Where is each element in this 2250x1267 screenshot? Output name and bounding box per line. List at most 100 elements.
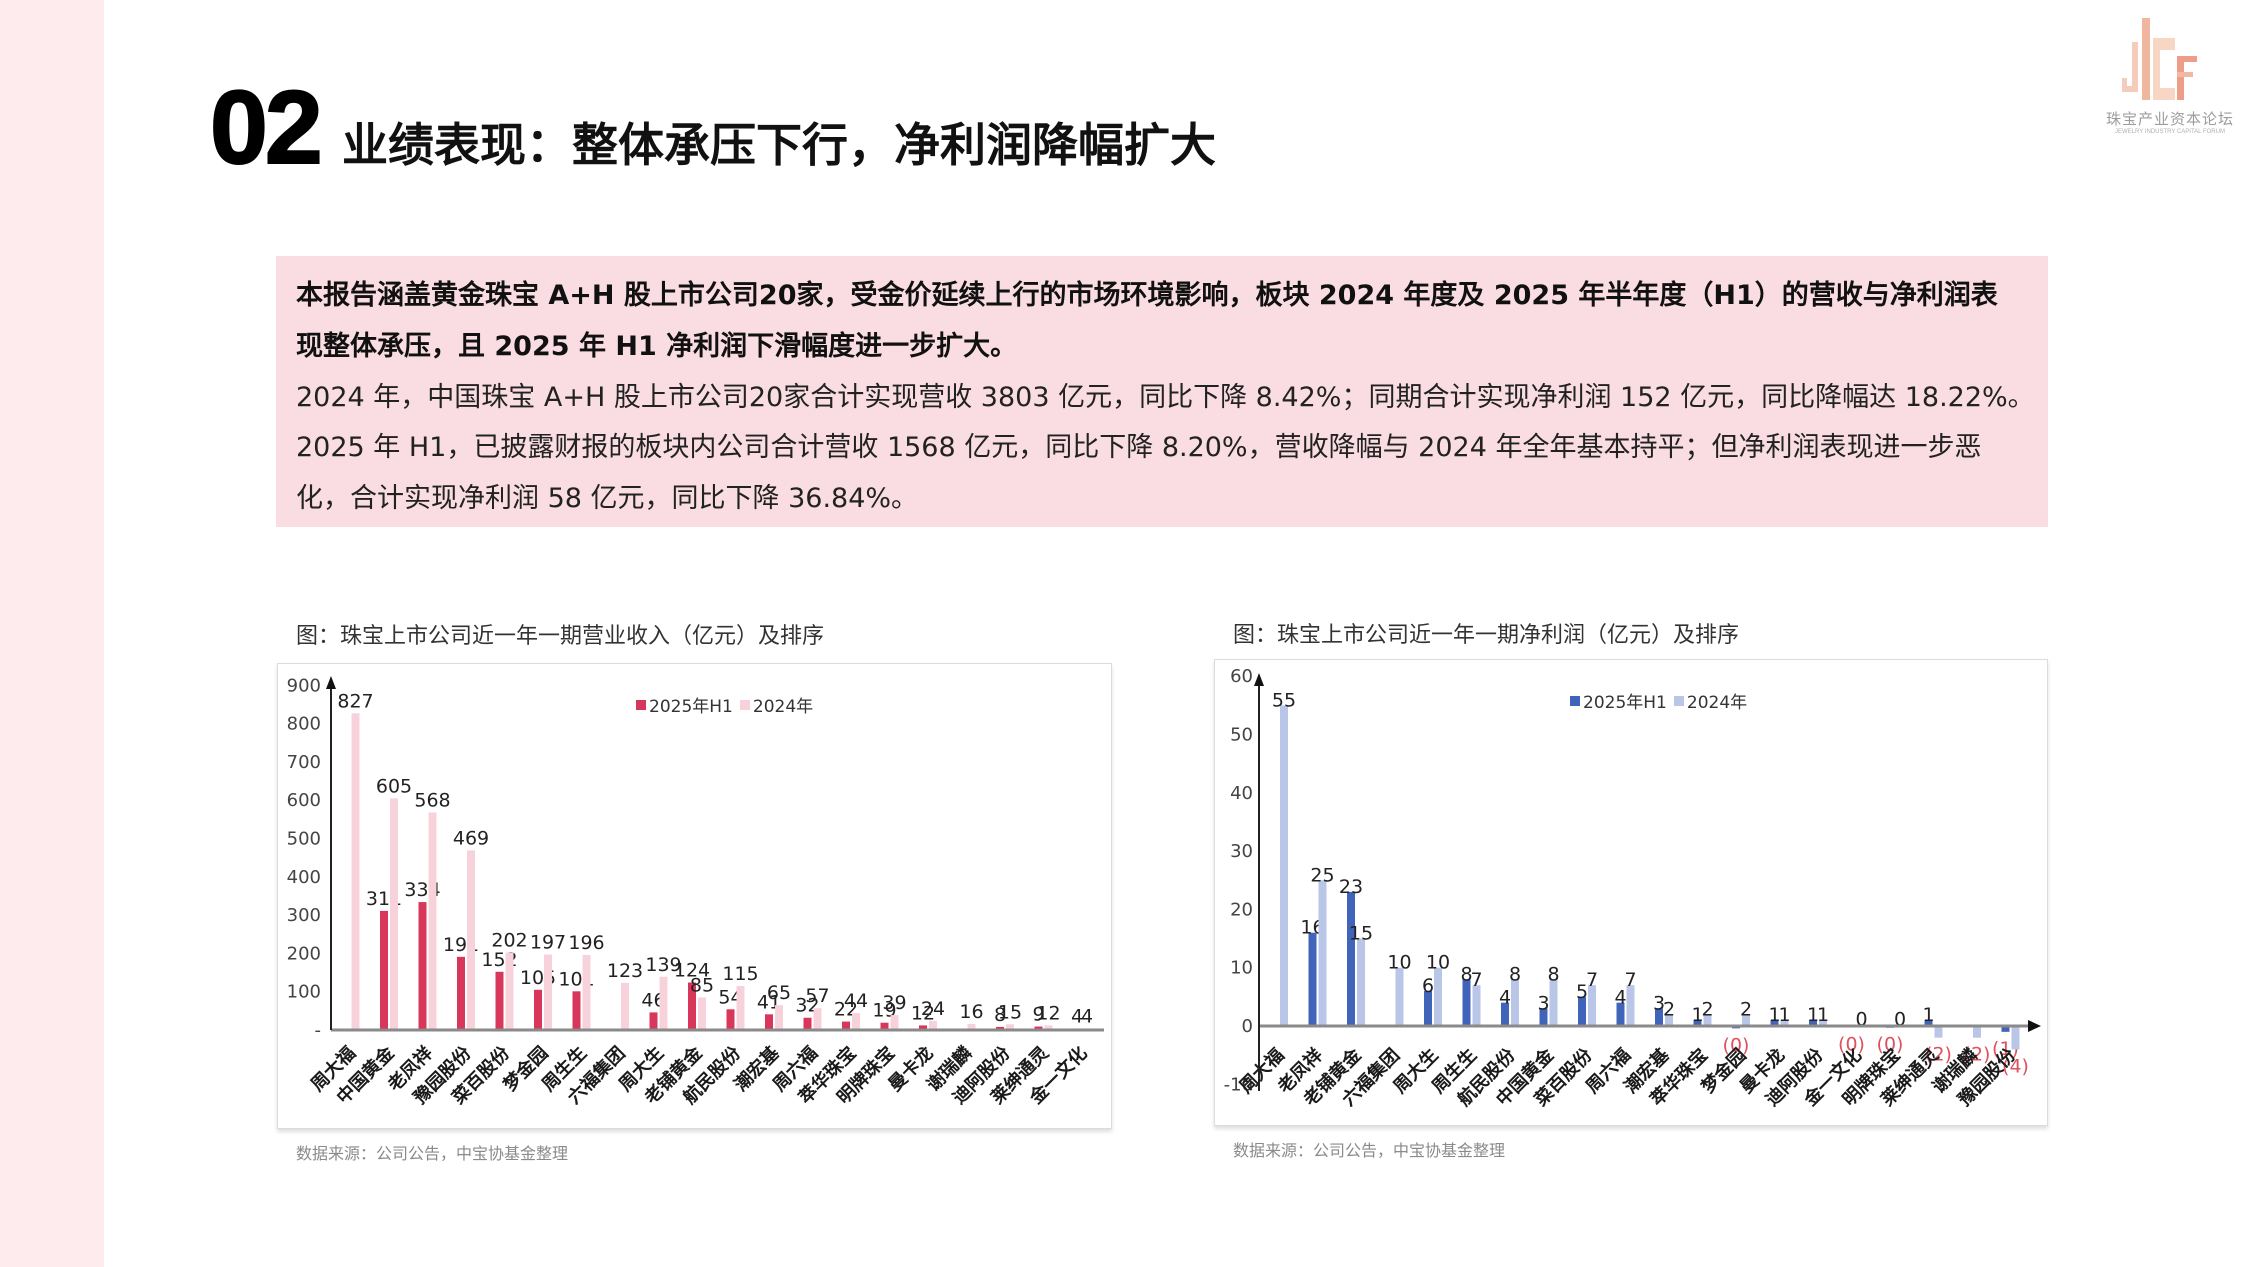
bar-2024 <box>1588 985 1596 1026</box>
bar-2024 <box>1434 967 1442 1026</box>
y-tick-label: 100 <box>287 982 321 1003</box>
data-label: 3 <box>1537 993 1549 1015</box>
data-label: 2 <box>1701 998 1713 1020</box>
y-axis-arrow-icon <box>1254 673 1264 686</box>
bar-2025h1 <box>418 902 427 1030</box>
bar-2024 <box>929 1020 937 1030</box>
legend-entry-2024: 2024年 <box>739 692 813 717</box>
bar-2024 <box>1395 967 1404 1026</box>
data-label: 39 <box>882 992 906 1014</box>
data-label: 568 <box>414 789 450 811</box>
summary-line-2: 现整体承压，且 2025 年 H1 净利润下滑幅度进一步扩大。 <box>296 330 1018 362</box>
bar-2025h1 <box>996 1026 1004 1030</box>
y-tick-label: 40 <box>1230 783 1253 804</box>
summary-line-4: 2025 年 H1，已披露财报的板块内公司合计营收 1568 亿元，同比下降 8… <box>296 432 1982 464</box>
bar-2025h1 <box>842 1021 850 1030</box>
bar-2024 <box>1549 979 1558 1026</box>
data-label: 23 <box>1339 876 1363 898</box>
y-tick-label: 700 <box>287 752 321 773</box>
data-label: 24 <box>921 998 945 1020</box>
data-label: 1 <box>1817 1004 1829 1026</box>
data-label: 44 <box>844 990 868 1012</box>
bar-2025h1 <box>803 1017 812 1030</box>
data-label: 1 <box>1922 1004 1934 1026</box>
bar-2024 <box>544 954 552 1030</box>
bar-2025h1 <box>1578 996 1586 1026</box>
legend-label: 2025年H1 <box>649 697 733 717</box>
bar-2024 <box>582 954 591 1030</box>
data-label: 123 <box>607 960 643 982</box>
data-label: (4) <box>2002 1055 2029 1077</box>
bar-2024 <box>775 1005 783 1030</box>
summary-box: 本报告涵盖黄金珠宝 A+H 股上市公司20家，受金价延续上行的市场环境影响，板块… <box>276 256 2048 527</box>
bar-2024 <box>890 1015 899 1030</box>
data-label: (0) <box>1838 1034 1865 1056</box>
data-label: 115 <box>722 963 758 985</box>
data-label: 2 <box>1740 998 1752 1020</box>
bar-2025h1 <box>1462 979 1471 1026</box>
revenue-chart: -100 200 300 400 500 600 700 800 900 827 周大福 311 605… <box>277 663 1112 1129</box>
bar-2024 <box>1665 1014 1673 1026</box>
bar-2024 <box>621 982 629 1030</box>
bar-2025h1 <box>1539 1008 1548 1026</box>
legend-entry-h1: 2025年H1 <box>1570 688 1667 713</box>
bar-2024 <box>813 1008 822 1030</box>
logo-mark-icon <box>2122 18 2197 100</box>
revenue-chart-title: 图：珠宝上市公司近一年一期营业收入（亿元）及排序 <box>296 624 825 649</box>
bar-2024 <box>1626 985 1635 1026</box>
data-label: 6 <box>1422 975 1434 997</box>
legend-swatch-icon <box>1570 695 1580 706</box>
revenue-chart-plot: -100200300400500600700800900827周大福311605… <box>287 675 1104 1109</box>
profit-chart: -10 0 10 20 30 40 50 60 55 周大福 16 25 老凤祥 23 15 老铺黄金 10 六福… <box>1214 659 2048 1126</box>
summary-line-1: 本报告涵盖黄金珠宝 A+H 股上市公司20家，受金价延续上行的市场环境影响，板块… <box>296 280 1998 311</box>
y-tick-label: 60 <box>1230 666 1253 687</box>
page-title: 业绩表现：整体承压下行，净利润降幅扩大 <box>342 118 1216 172</box>
bar-2024 <box>1703 1014 1712 1026</box>
data-label: 139 <box>645 954 681 976</box>
data-label: 85 <box>690 974 714 996</box>
bar-2024 <box>351 713 360 1030</box>
y-axis-arrow-icon <box>326 676 336 689</box>
profit-chart-legend: 2025年H1 2024年 <box>1570 688 1754 713</box>
legend-entry-h1: 2025年H1 <box>636 692 733 717</box>
y-tick-label: 20 <box>1230 899 1253 920</box>
x-axis-arrow-icon <box>2028 1020 2041 1032</box>
y-tick-label: 0 <box>1242 1016 1253 1037</box>
data-label: 1 <box>1691 1004 1703 1026</box>
logo-name-en: JEWELRY INDUSTRY CAPITAL FORUM <box>2115 129 2225 135</box>
data-label: 196 <box>568 932 604 954</box>
bar-2024 <box>852 1013 860 1030</box>
bar-2024 <box>698 997 706 1030</box>
bar-2024 <box>428 812 437 1030</box>
profit-chart-source: 数据来源：公司公告，中宝协基金整理 <box>1233 1141 1506 1160</box>
bar-2025h1 <box>1770 1020 1779 1026</box>
bar-2024 <box>1934 1026 1943 1038</box>
data-label: 124 <box>674 960 710 982</box>
bar-2025h1 <box>1655 1008 1663 1026</box>
bar-2025h1 <box>1693 1020 1702 1026</box>
bar-2024 <box>1357 938 1365 1026</box>
left-decorative-stripe <box>0 0 104 1267</box>
y-tick-label: 400 <box>287 867 321 888</box>
y-tick-label: - <box>315 1020 322 1041</box>
bar-2024 <box>1511 979 1519 1026</box>
bar-2025h1 <box>1034 1026 1043 1030</box>
logo-name-cn: 珠宝产业资本论坛 <box>2105 110 2234 128</box>
data-label: (2) <box>1925 1044 1952 1066</box>
data-label: (2) <box>1964 1044 1991 1066</box>
y-tick-label: 300 <box>287 905 321 926</box>
y-tick-label: 800 <box>287 714 321 735</box>
bar-2025h1 <box>534 989 542 1030</box>
bar-2025h1 <box>1424 991 1432 1026</box>
data-label: 4 <box>1081 1005 1093 1027</box>
bar-2024 <box>1318 880 1327 1026</box>
bar-2024 <box>1819 1020 1827 1026</box>
bar-2024 <box>1044 1025 1053 1030</box>
bar-2024 <box>2011 1026 2020 1050</box>
data-label: 57 <box>805 985 829 1007</box>
data-label: 8 <box>1547 963 1559 985</box>
data-label: 65 <box>767 982 791 1004</box>
legend-entry-2024: 2024年 <box>1673 688 1747 713</box>
data-label: 3 <box>1653 993 1665 1015</box>
data-label: 16 <box>959 1001 983 1023</box>
